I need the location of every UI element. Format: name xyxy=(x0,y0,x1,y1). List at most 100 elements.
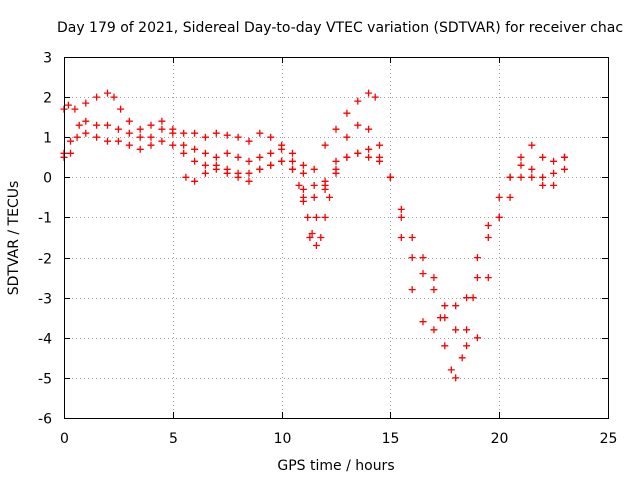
data-point xyxy=(473,334,481,342)
data-point xyxy=(484,274,492,282)
data-point xyxy=(182,173,190,181)
x-tick-label: 25 xyxy=(600,431,618,447)
data-point xyxy=(419,254,427,262)
data-point xyxy=(321,181,329,189)
data-point xyxy=(191,129,199,137)
data-point xyxy=(539,173,547,181)
y-axis-label: SDTVAR / TECUs xyxy=(6,181,22,296)
data-point xyxy=(550,181,558,189)
data-point xyxy=(354,97,362,105)
data-point xyxy=(147,141,155,149)
data-point xyxy=(506,193,514,201)
data-point xyxy=(67,149,74,157)
data-point xyxy=(495,193,503,201)
data-series xyxy=(60,129,568,382)
data-point xyxy=(343,133,351,141)
data-point xyxy=(452,302,460,310)
data-point xyxy=(93,133,101,141)
data-point xyxy=(550,169,558,177)
data-point xyxy=(306,234,314,241)
x-tick-label: 0 xyxy=(60,431,69,447)
data-point xyxy=(550,157,558,165)
x-axis-label: GPS time / hours xyxy=(277,458,394,474)
x-tick-label: 5 xyxy=(169,431,178,447)
data-point xyxy=(506,173,514,181)
data-point xyxy=(191,177,199,185)
data-point xyxy=(354,149,362,157)
y-tick-label: -1 xyxy=(38,211,52,227)
plot-frame xyxy=(64,57,609,419)
data-point xyxy=(67,137,74,145)
data-point xyxy=(245,157,253,165)
data-point xyxy=(317,234,325,241)
data-point xyxy=(495,213,503,221)
data-point xyxy=(136,133,144,141)
data-point xyxy=(304,213,312,221)
data-point xyxy=(397,213,405,221)
data-point xyxy=(539,181,547,189)
data-series xyxy=(60,117,568,350)
data-point xyxy=(110,93,118,101)
data-point xyxy=(299,185,307,193)
data-point xyxy=(201,169,209,177)
data-series xyxy=(182,149,568,334)
data-point xyxy=(441,342,449,350)
data-point xyxy=(158,137,166,145)
data-point xyxy=(295,181,303,189)
data-point xyxy=(125,141,133,149)
data-point xyxy=(114,125,122,133)
data-point xyxy=(117,105,125,113)
x-tick-label: 10 xyxy=(274,431,292,447)
data-point xyxy=(104,121,111,129)
data-point xyxy=(114,137,122,145)
data-point xyxy=(308,230,316,237)
y-tick-label: -4 xyxy=(38,332,52,348)
chart-title: Day 179 of 2021, Sidereal Day-to-day VTE… xyxy=(57,20,623,36)
data-point xyxy=(517,153,525,161)
data-point xyxy=(473,254,481,262)
y-tick-label: -5 xyxy=(38,372,52,388)
data-point xyxy=(430,274,438,282)
data-point xyxy=(212,129,220,137)
data-point xyxy=(343,153,351,161)
data-point xyxy=(256,129,264,137)
data-point xyxy=(158,125,166,133)
data-point xyxy=(310,181,318,189)
y-tick-label: -3 xyxy=(38,292,52,308)
data-point xyxy=(125,129,133,137)
data-point xyxy=(267,133,275,141)
data-point xyxy=(289,157,296,165)
data-point xyxy=(234,133,242,141)
data-point xyxy=(430,326,438,334)
data-point xyxy=(289,149,296,157)
y-tick-label: 0 xyxy=(43,171,52,187)
y-tick-label: -2 xyxy=(38,252,52,268)
data-point xyxy=(256,153,264,161)
data-point xyxy=(289,165,296,173)
data-point xyxy=(484,234,492,241)
data-points xyxy=(60,89,568,382)
data-point xyxy=(419,270,427,278)
axis-ticks xyxy=(64,57,609,419)
data-point xyxy=(310,193,318,201)
data-point xyxy=(104,89,111,97)
data-point xyxy=(561,165,568,173)
data-point xyxy=(299,169,307,177)
data-point xyxy=(234,153,242,161)
data-point xyxy=(321,141,329,149)
data-point xyxy=(408,286,416,294)
data-point xyxy=(169,129,177,137)
data-point xyxy=(447,366,455,374)
data-point xyxy=(223,149,231,157)
data-point xyxy=(469,294,477,302)
data-point xyxy=(256,165,264,173)
data-point xyxy=(528,165,536,173)
data-point xyxy=(408,234,416,241)
data-point xyxy=(245,169,253,177)
y-tick-label: 1 xyxy=(43,131,52,147)
data-point xyxy=(332,157,340,165)
data-point xyxy=(64,101,72,109)
x-tick-label: 20 xyxy=(491,431,509,447)
data-point xyxy=(332,165,340,173)
data-point xyxy=(321,213,329,221)
